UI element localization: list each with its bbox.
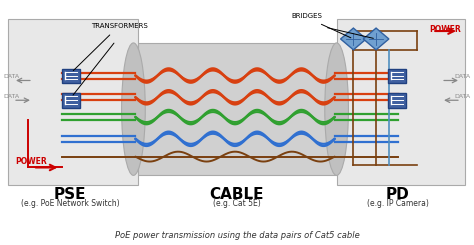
Text: TRANSFORMERS: TRANSFORMERS	[91, 23, 148, 29]
Polygon shape	[134, 43, 337, 175]
Text: POWER: POWER	[15, 157, 47, 166]
Text: (e.g. PoE Network Switch): (e.g. PoE Network Switch)	[21, 199, 119, 208]
Text: PoE power transmission using the data pairs of Cat5 cable: PoE power transmission using the data pa…	[115, 231, 359, 240]
Ellipse shape	[122, 43, 145, 175]
Text: DATA: DATA	[455, 74, 471, 79]
Text: BRIDGES: BRIDGES	[292, 13, 322, 19]
Bar	[388, 93, 406, 108]
Bar	[63, 93, 80, 108]
Ellipse shape	[325, 43, 348, 175]
Polygon shape	[363, 28, 389, 50]
Text: (e.g. Cat 5E): (e.g. Cat 5E)	[213, 199, 261, 208]
Text: (e.g. IP Camera): (e.g. IP Camera)	[367, 199, 428, 208]
Bar	[8, 19, 138, 185]
Text: POWER: POWER	[429, 24, 461, 34]
Text: PD: PD	[386, 187, 410, 202]
Text: DATA: DATA	[3, 94, 19, 99]
Text: PSE: PSE	[54, 187, 87, 202]
Text: DATA: DATA	[455, 94, 471, 99]
Text: DATA: DATA	[3, 74, 19, 79]
Bar	[388, 69, 406, 84]
Polygon shape	[340, 28, 366, 50]
Bar	[337, 19, 465, 185]
Bar	[63, 69, 80, 84]
Text: CABLE: CABLE	[210, 187, 264, 202]
